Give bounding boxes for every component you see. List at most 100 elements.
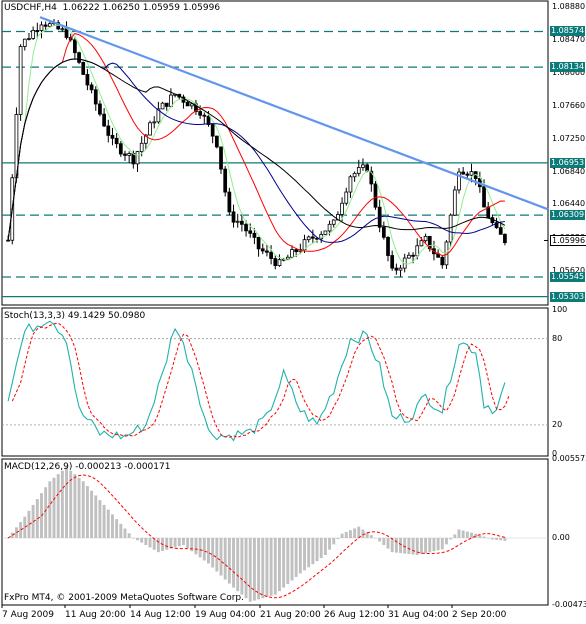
candle-body bbox=[340, 202, 344, 215]
macd-hist-bar bbox=[115, 519, 119, 538]
candle-body bbox=[219, 146, 223, 170]
macd-hist-bar bbox=[44, 487, 48, 538]
price-axis-label: 1.06840 bbox=[552, 167, 586, 177]
price-axis-label: 1.08880 bbox=[552, 1, 586, 11]
macd-hist-bar bbox=[307, 537, 311, 568]
candle-body bbox=[311, 236, 315, 239]
candle-body bbox=[423, 235, 428, 242]
macd-hist-bar bbox=[232, 537, 235, 588]
candle-body bbox=[265, 250, 269, 253]
candle-body bbox=[323, 230, 328, 235]
candle-body bbox=[189, 103, 194, 107]
candle-body bbox=[6, 239, 10, 242]
macd-hist-bar bbox=[503, 537, 507, 541]
macd-hist-bar bbox=[65, 467, 68, 538]
candle-body bbox=[47, 23, 52, 27]
macd-hist-bar bbox=[290, 537, 294, 581]
candle-body bbox=[465, 173, 470, 176]
macd-hist-bar bbox=[415, 537, 419, 555]
macd-hist-bar bbox=[48, 481, 52, 538]
price-axis-label: 1.06440 bbox=[552, 199, 586, 209]
macd-hist-bar bbox=[227, 537, 231, 584]
macd-hist-bar bbox=[474, 533, 478, 538]
macd-hist-bar bbox=[85, 486, 89, 538]
macd-hist-bar bbox=[127, 533, 131, 538]
candle-body bbox=[482, 186, 486, 208]
macd-hist-bar bbox=[56, 474, 60, 538]
macd-hist-bar bbox=[419, 537, 423, 555]
macd-hist-bar bbox=[478, 535, 482, 538]
macd-axis-label: -0.00473 bbox=[552, 600, 586, 609]
candle-body bbox=[60, 28, 65, 31]
macd-hist-bar bbox=[465, 531, 469, 538]
macd-hist-bar bbox=[173, 537, 177, 548]
macd-hist-bar bbox=[119, 523, 123, 538]
macd-hist-bar bbox=[453, 534, 457, 538]
candle-body bbox=[411, 254, 415, 257]
macd-hist-bar bbox=[215, 537, 219, 572]
macd-hist-bar bbox=[332, 537, 336, 545]
level-price-tag: 1.06953 bbox=[550, 157, 586, 168]
macd-hist-bar bbox=[390, 537, 394, 553]
candle-body bbox=[386, 236, 390, 256]
macd-hist-bar bbox=[131, 537, 135, 539]
macd-hist-bar bbox=[428, 537, 432, 553]
macd-hist-bar bbox=[73, 474, 77, 538]
macd-hist-bar bbox=[211, 537, 215, 568]
stoch-signal-line bbox=[11, 322, 510, 439]
close-value: 1.05996 bbox=[182, 3, 221, 13]
candle-body bbox=[89, 84, 94, 91]
candle-body bbox=[198, 111, 202, 116]
candle-body bbox=[214, 135, 219, 148]
candle-body bbox=[231, 211, 236, 223]
macd-hist-bar bbox=[365, 532, 369, 538]
macd-hist-bar bbox=[403, 537, 407, 554]
macd-hist-bar bbox=[369, 535, 373, 538]
moving-average-line bbox=[7, 58, 506, 241]
macd-hist-bar bbox=[311, 537, 315, 565]
macd-hist-bar bbox=[190, 537, 194, 552]
macd-hist-bar bbox=[269, 537, 273, 596]
macd-hist-bar bbox=[156, 537, 160, 553]
macd-hist-bar bbox=[111, 514, 114, 538]
macd-hist-bar bbox=[248, 537, 252, 602]
low-value: 1.05959 bbox=[142, 3, 180, 13]
moving-average-line bbox=[7, 24, 506, 265]
macd-hist-bar bbox=[181, 537, 185, 546]
candle-body bbox=[344, 191, 349, 204]
candle-body bbox=[285, 256, 290, 260]
candle-body bbox=[210, 124, 215, 137]
candle-body bbox=[64, 28, 69, 38]
macd-hist-bar bbox=[457, 529, 461, 538]
macd-hist-bar bbox=[60, 470, 64, 538]
candle-body bbox=[256, 237, 261, 250]
candle-body bbox=[352, 172, 357, 178]
candle-body bbox=[123, 153, 127, 156]
macd-hist-bar bbox=[219, 537, 223, 576]
candle-body bbox=[461, 171, 466, 175]
symbol-label: USDCHF,H4 bbox=[4, 3, 57, 13]
price-axis-label: 1.08060 bbox=[552, 68, 586, 78]
date-axis-label: 19 Aug 04:00 bbox=[195, 610, 256, 620]
candle-body bbox=[390, 255, 395, 269]
candle-body bbox=[273, 258, 278, 266]
macd-hist-bar bbox=[261, 537, 265, 599]
macd-hist-bar bbox=[340, 533, 344, 538]
candle-body bbox=[148, 122, 152, 136]
macd-hist-bar bbox=[449, 537, 453, 540]
macd-hist-bar bbox=[6, 537, 10, 539]
macd-hist-bar bbox=[186, 537, 190, 549]
candle-body bbox=[223, 168, 228, 193]
macd-hist-bar bbox=[194, 537, 198, 555]
candle-body bbox=[457, 171, 461, 191]
candle-body bbox=[144, 134, 148, 144]
candle-body bbox=[469, 171, 474, 176]
candle-body bbox=[73, 39, 77, 54]
candle-body bbox=[152, 121, 157, 124]
macd-hist-bar bbox=[386, 537, 390, 549]
candle-body bbox=[348, 176, 353, 193]
macd-hist-bar bbox=[23, 516, 27, 538]
candle-body bbox=[306, 236, 311, 241]
